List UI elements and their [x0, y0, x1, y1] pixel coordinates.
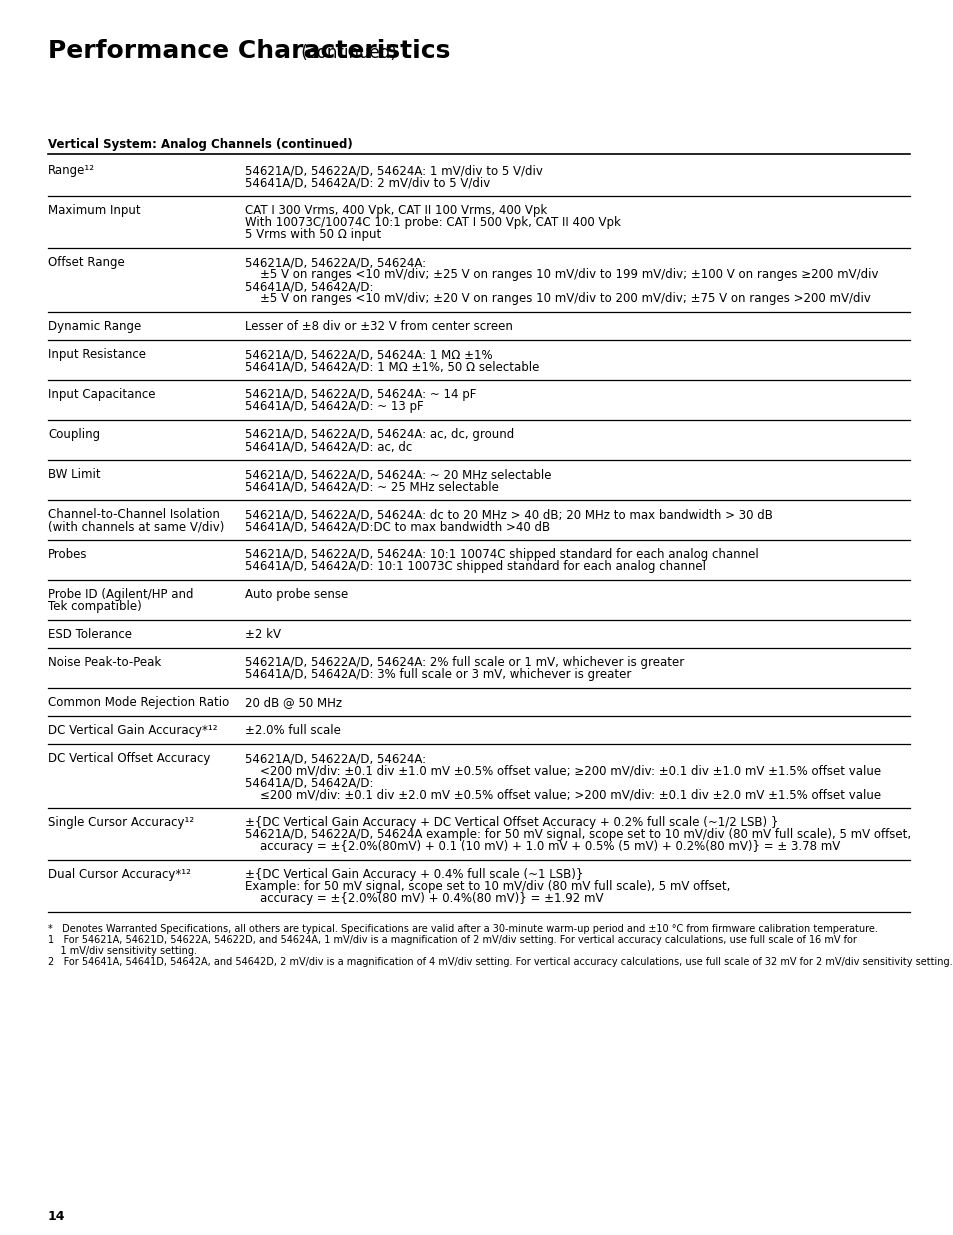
Text: 54621A/D, 54622A/D, 54624A:: 54621A/D, 54622A/D, 54624A: — [245, 752, 426, 764]
Text: Noise Peak-to-Peak: Noise Peak-to-Peak — [48, 656, 161, 669]
Text: 54641A/D, 54642A/D:: 54641A/D, 54642A/D: — [245, 280, 374, 293]
Text: Probes: Probes — [48, 548, 88, 561]
Text: DC Vertical Offset Accuracy: DC Vertical Offset Accuracy — [48, 752, 211, 764]
Text: ±5 V on ranges <10 mV/div; ±25 V on ranges 10 mV/div to 199 mV/div; ±100 V on ra: ±5 V on ranges <10 mV/div; ±25 V on rang… — [245, 268, 878, 282]
Text: 54621A/D, 54622A/D, 54624A:: 54621A/D, 54622A/D, 54624A: — [245, 256, 426, 269]
Text: 54641A/D, 54642A/D: 3% full scale or 3 mV, whichever is greater: 54641A/D, 54642A/D: 3% full scale or 3 m… — [245, 668, 631, 680]
Text: 2   For 54641A, 54641D, 54642A, and 54642D, 2 mV/div is a magnification of 4 mV/: 2 For 54641A, 54641D, 54642A, and 54642D… — [48, 957, 952, 967]
Text: 54641A/D, 54642A/D:DC to max bandwidth >40 dB: 54641A/D, 54642A/D:DC to max bandwidth >… — [245, 520, 550, 534]
Text: With 10073C/10074C 10:1 probe: CAT I 500 Vpk, CAT II 400 Vpk: With 10073C/10074C 10:1 probe: CAT I 500… — [245, 216, 620, 228]
Text: Range¹²: Range¹² — [48, 164, 95, 177]
Text: Dynamic Range: Dynamic Range — [48, 320, 141, 333]
Text: 54621A/D, 54622A/D, 54624A example: for 50 mV signal, scope set to 10 mV/div (80: 54621A/D, 54622A/D, 54624A example: for … — [245, 827, 910, 841]
Text: 1 mV/div sensitivity setting.: 1 mV/div sensitivity setting. — [48, 946, 196, 956]
Text: Performance Characteristics: Performance Characteristics — [48, 40, 450, 63]
Text: 54641A/D, 54642A/D: ~ 13 pF: 54641A/D, 54642A/D: ~ 13 pF — [245, 400, 423, 412]
Text: 54621A/D, 54622A/D, 54624A: dc to 20 MHz > 40 dB; 20 MHz to max bandwidth > 30 d: 54621A/D, 54622A/D, 54624A: dc to 20 MHz… — [245, 508, 772, 521]
Text: 20 dB @ 50 MHz: 20 dB @ 50 MHz — [245, 697, 342, 709]
Text: Tek compatible): Tek compatible) — [48, 600, 142, 613]
Text: <200 mV/div: ±0.1 div ±1.0 mV ±0.5% offset value; ≥200 mV/div: ±0.1 div ±1.0 mV : <200 mV/div: ±0.1 div ±1.0 mV ±0.5% offs… — [245, 764, 881, 777]
Text: 54621A/D, 54622A/D, 54624A: ~ 14 pF: 54621A/D, 54622A/D, 54624A: ~ 14 pF — [245, 388, 476, 401]
Text: ±{DC Vertical Gain Accuracy + 0.4% full scale (~1 LSB)}: ±{DC Vertical Gain Accuracy + 0.4% full … — [245, 868, 583, 881]
Text: Lesser of ±8 div or ±32 V from center screen: Lesser of ±8 div or ±32 V from center sc… — [245, 320, 513, 333]
Text: ±5 V on ranges <10 mV/div; ±20 V on ranges 10 mV/div to 200 mV/div; ±75 V on ran: ±5 V on ranges <10 mV/div; ±20 V on rang… — [245, 291, 870, 305]
Text: Input Resistance: Input Resistance — [48, 348, 146, 361]
Text: 54621A/D, 54622A/D, 54624A: ~ 20 MHz selectable: 54621A/D, 54622A/D, 54624A: ~ 20 MHz sel… — [245, 468, 551, 480]
Text: (with channels at same V/div): (with channels at same V/div) — [48, 520, 224, 534]
Text: 14: 14 — [48, 1210, 66, 1223]
Text: 5 Vrms with 50 Ω input: 5 Vrms with 50 Ω input — [245, 228, 381, 241]
Text: Maximum Input: Maximum Input — [48, 204, 140, 217]
Text: ±2.0% full scale: ±2.0% full scale — [245, 724, 340, 737]
Text: ESD Tolerance: ESD Tolerance — [48, 629, 132, 641]
Text: 54641A/D, 54642A/D:: 54641A/D, 54642A/D: — [245, 776, 374, 789]
Text: ≤200 mV/div: ±0.1 div ±2.0 mV ±0.5% offset value; >200 mV/div: ±0.1 div ±2.0 mV : ≤200 mV/div: ±0.1 div ±2.0 mV ±0.5% offs… — [245, 788, 881, 802]
Text: Example: for 50 mV signal, scope set to 10 mV/div (80 mV full scale), 5 mV offse: Example: for 50 mV signal, scope set to … — [245, 881, 730, 893]
Text: 54641A/D, 54642A/D: 2 mV/div to 5 V/div: 54641A/D, 54642A/D: 2 mV/div to 5 V/div — [245, 177, 490, 189]
Text: Probe ID (Agilent/HP and: Probe ID (Agilent/HP and — [48, 588, 193, 601]
Text: 54621A/D, 54622A/D, 54624A: 1 MΩ ±1%: 54621A/D, 54622A/D, 54624A: 1 MΩ ±1% — [245, 348, 492, 361]
Text: ±2 kV: ±2 kV — [245, 629, 281, 641]
Text: 54621A/D, 54622A/D, 54624A: 1 mV/div to 5 V/div: 54621A/D, 54622A/D, 54624A: 1 mV/div to … — [245, 164, 542, 177]
Text: *   Denotes Warranted Specifications, all others are typical. Specifications are: * Denotes Warranted Specifications, all … — [48, 924, 877, 934]
Text: 54641A/D, 54642A/D: 1 MΩ ±1%, 50 Ω selectable: 54641A/D, 54642A/D: 1 MΩ ±1%, 50 Ω selec… — [245, 359, 538, 373]
Text: Dual Cursor Accuracy*¹²: Dual Cursor Accuracy*¹² — [48, 868, 191, 881]
Text: Vertical System: Analog Channels (continued): Vertical System: Analog Channels (contin… — [48, 138, 353, 151]
Text: CAT I 300 Vrms, 400 Vpk, CAT II 100 Vrms, 400 Vpk: CAT I 300 Vrms, 400 Vpk, CAT II 100 Vrms… — [245, 204, 547, 217]
Text: (continued): (continued) — [295, 44, 396, 62]
Text: 54641A/D, 54642A/D: 10:1 10073C shipped standard for each analog channel: 54641A/D, 54642A/D: 10:1 10073C shipped … — [245, 559, 705, 573]
Text: 54621A/D, 54622A/D, 54624A: ac, dc, ground: 54621A/D, 54622A/D, 54624A: ac, dc, grou… — [245, 429, 514, 441]
Text: Offset Range: Offset Range — [48, 256, 125, 269]
Text: ±{DC Vertical Gain Accuracy + DC Vertical Offset Accuracy + 0.2% full scale (~1/: ±{DC Vertical Gain Accuracy + DC Vertica… — [245, 816, 778, 829]
Text: accuracy = ±{2.0%(80 mV) + 0.4%(80 mV)} = ±1.92 mV: accuracy = ±{2.0%(80 mV) + 0.4%(80 mV)} … — [245, 892, 603, 905]
Text: 54641A/D, 54642A/D: ~ 25 MHz selectable: 54641A/D, 54642A/D: ~ 25 MHz selectable — [245, 480, 498, 493]
Text: accuracy = ±{2.0%(80mV) + 0.1 (10 mV) + 1.0 mV + 0.5% (5 mV) + 0.2%(80 mV)} = ± : accuracy = ±{2.0%(80mV) + 0.1 (10 mV) + … — [245, 840, 840, 853]
Text: Single Cursor Accuracy¹²: Single Cursor Accuracy¹² — [48, 816, 193, 829]
Text: Coupling: Coupling — [48, 429, 100, 441]
Text: BW Limit: BW Limit — [48, 468, 100, 480]
Text: Auto probe sense: Auto probe sense — [245, 588, 348, 601]
Text: Channel-to-Channel Isolation: Channel-to-Channel Isolation — [48, 508, 219, 521]
Text: 54621A/D, 54622A/D, 54624A: 10:1 10074C shipped standard for each analog channel: 54621A/D, 54622A/D, 54624A: 10:1 10074C … — [245, 548, 758, 561]
Text: Input Capacitance: Input Capacitance — [48, 388, 155, 401]
Text: 1   For 54621A, 54621D, 54622A, 54622D, and 54624A, 1 mV/div is a magnification : 1 For 54621A, 54621D, 54622A, 54622D, an… — [48, 935, 856, 945]
Text: 54641A/D, 54642A/D: ac, dc: 54641A/D, 54642A/D: ac, dc — [245, 440, 412, 453]
Text: Common Mode Rejection Ratio: Common Mode Rejection Ratio — [48, 697, 229, 709]
Text: 54621A/D, 54622A/D, 54624A: 2% full scale or 1 mV, whichever is greater: 54621A/D, 54622A/D, 54624A: 2% full scal… — [245, 656, 683, 669]
Text: DC Vertical Gain Accuracy*¹²: DC Vertical Gain Accuracy*¹² — [48, 724, 217, 737]
